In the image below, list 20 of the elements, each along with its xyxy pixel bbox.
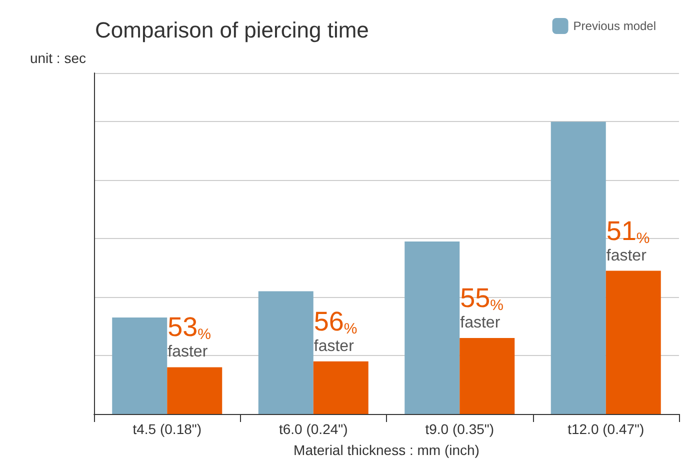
x-tick-label: t4.5 (0.18") [132, 421, 202, 437]
x-tick-label: t6.0 (0.24") [278, 421, 348, 437]
annotation: 56% faster [314, 306, 358, 355]
bar [606, 270, 661, 414]
annotation: 51% faster [606, 216, 650, 264]
legend-label: Previous model [573, 19, 656, 33]
x-axis-title: Material thickness : mm (inch) [294, 442, 480, 458]
bar [167, 367, 222, 414]
annotation: 55% faster [460, 283, 504, 332]
x-tick-label: t12.0 (0.47") [568, 421, 644, 437]
x-tick-label: t9.0 (0.35") [425, 421, 494, 437]
annotation: 53% faster [168, 312, 211, 361]
bar [258, 291, 314, 414]
bar [550, 122, 606, 414]
bar [112, 318, 168, 414]
bar [460, 338, 515, 414]
chart-title: Comparison of piercing time [95, 18, 369, 42]
bar [313, 361, 368, 414]
y-axis-title: unit : sec [30, 50, 86, 66]
bar [404, 242, 460, 414]
